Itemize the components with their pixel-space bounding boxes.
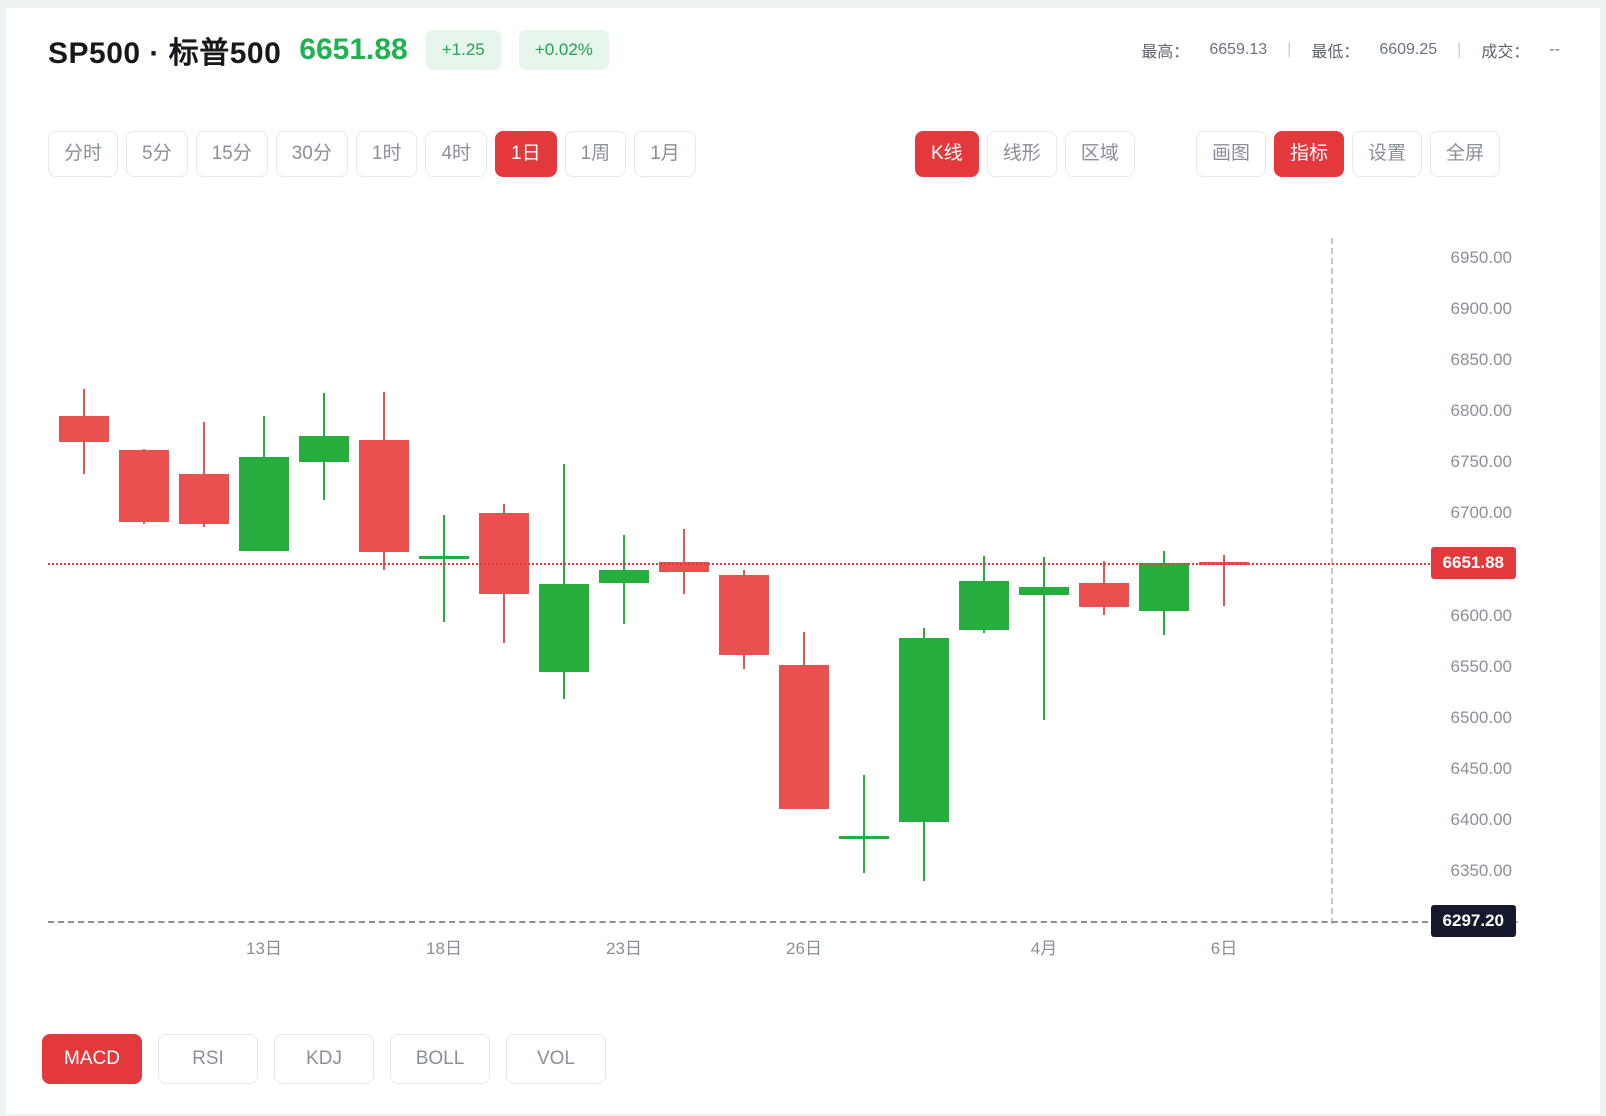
low-label: 最低： bbox=[1311, 44, 1360, 61]
page-title: SP500 · 标普500 bbox=[48, 37, 282, 70]
change-absolute-badge: +1.25 bbox=[425, 30, 501, 70]
y-axis-tick: 6800.00 bbox=[1450, 401, 1512, 421]
x-axis-labels: 13日 18日 23日 26日 4月 6日 bbox=[48, 934, 1337, 974]
candle-body bbox=[359, 439, 409, 553]
x-axis-tick: 6日 bbox=[1210, 939, 1238, 958]
candle-body bbox=[239, 457, 289, 552]
candle-body bbox=[179, 473, 229, 524]
candle-body bbox=[659, 562, 709, 572]
candle-body bbox=[539, 583, 589, 672]
period-button-1日[interactable]: 1日 bbox=[495, 131, 557, 177]
current-price-line bbox=[48, 562, 1438, 565]
candle-body bbox=[479, 513, 529, 595]
volume-value: -- bbox=[1549, 41, 1560, 58]
title-group: SP500 · 标普500 6651.88 +1.25 +0.02% bbox=[48, 28, 609, 72]
period-button-15分[interactable]: 15分 bbox=[195, 131, 268, 177]
header-stats: 最高： 6659.13 | 最低： 6609.25 | 成交： -- bbox=[1141, 38, 1560, 62]
chart-tool-button-全屏[interactable]: 全屏 bbox=[1430, 131, 1501, 177]
y-axis-labels: 6950.00 6900.00 6850.00 6800.00 6750.00 6700.… bbox=[1346, 204, 1600, 924]
candle-wick bbox=[1043, 557, 1045, 720]
range-low-badge: 6297.20 bbox=[1430, 905, 1516, 937]
indicator-button-VOL[interactable]: VOL bbox=[506, 1034, 606, 1084]
candle-wick bbox=[443, 515, 445, 622]
period-button-1周[interactable]: 1周 bbox=[564, 131, 627, 177]
candle-wick bbox=[803, 631, 805, 686]
y-axis-tick: 6450.00 bbox=[1450, 758, 1512, 778]
y-axis-tick: 6700.00 bbox=[1450, 503, 1512, 523]
candle-body bbox=[959, 580, 1009, 630]
chart-style-button-区域[interactable]: 区域 bbox=[1064, 131, 1135, 177]
candle-body bbox=[839, 836, 889, 840]
candlestick-plot[interactable] bbox=[48, 204, 1337, 924]
candle-wick bbox=[863, 774, 865, 874]
period-button-1月[interactable]: 1月 bbox=[634, 131, 696, 177]
current-price-badge: 6651.88 bbox=[1430, 546, 1516, 579]
period-button-分时[interactable]: 分时 bbox=[48, 131, 119, 177]
candle-body bbox=[1019, 586, 1069, 596]
change-percent-badge: +0.02% bbox=[518, 30, 609, 70]
candle-body bbox=[899, 638, 949, 822]
x-axis-tick: 18日 bbox=[426, 939, 462, 958]
low-value: 6609.25 bbox=[1379, 41, 1438, 58]
y-axis-tick: 6900.00 bbox=[1450, 299, 1512, 319]
stat-separator-1: | bbox=[1287, 41, 1292, 58]
last-price: 6651.88 bbox=[299, 33, 408, 66]
high-value: 6659.13 bbox=[1209, 41, 1268, 58]
period-button-1时[interactable]: 1时 bbox=[355, 131, 418, 177]
chart-style-button-K线[interactable]: K线 bbox=[915, 131, 979, 177]
chart-style-button-线形[interactable]: 线形 bbox=[986, 131, 1057, 177]
indicator-button-RSI[interactable]: RSI bbox=[158, 1034, 258, 1084]
indicator-button-group: MACD RSI KDJ BOLL VOL bbox=[42, 1034, 606, 1084]
y-axis-tick: 6950.00 bbox=[1450, 248, 1512, 267]
right-axis-divider bbox=[1331, 238, 1333, 924]
y-axis-tick: 6500.00 bbox=[1450, 707, 1512, 727]
volume-label: 成交： bbox=[1481, 44, 1530, 61]
chart-style-button-group: K线 线形 区域 bbox=[915, 131, 1135, 177]
candle-body bbox=[419, 556, 469, 560]
candle-body bbox=[1139, 563, 1189, 612]
x-axis-tick: 26日 bbox=[786, 939, 822, 958]
high-label: 最高： bbox=[1141, 44, 1190, 61]
y-axis-tick: 6750.00 bbox=[1450, 452, 1512, 472]
candle-wick bbox=[1223, 555, 1225, 607]
toolbar: 分时 5分 15分 30分 1时 4时 1日 1周 1月 K线 线形 区域 画图 指标 设置 全屏 bbox=[6, 131, 1600, 197]
chart-tool-button-指标[interactable]: 指标 bbox=[1274, 131, 1345, 177]
y-axis-tick: 6400.00 bbox=[1450, 809, 1512, 829]
period-button-30分[interactable]: 30分 bbox=[275, 131, 348, 177]
period-button-4时[interactable]: 4时 bbox=[425, 131, 488, 177]
header: SP500 · 标普500 6651.88 +1.25 +0.02% 最高： 6… bbox=[6, 8, 1600, 96]
indicator-button-BOLL[interactable]: BOLL bbox=[390, 1034, 490, 1084]
candle-wick bbox=[683, 528, 685, 595]
chart-tool-button-设置[interactable]: 设置 bbox=[1352, 131, 1423, 177]
candle-body bbox=[1079, 582, 1129, 608]
candle-body bbox=[59, 416, 109, 442]
y-axis-tick: 6600.00 bbox=[1450, 605, 1512, 625]
candle-body bbox=[599, 569, 649, 583]
stat-separator-2: | bbox=[1457, 41, 1462, 58]
y-axis-tick: 6550.00 bbox=[1450, 656, 1512, 676]
candle-body bbox=[119, 450, 169, 522]
chart-tools-button-group: 画图 指标 设置 全屏 bbox=[1196, 131, 1501, 177]
chart-page: SP500 · 标普500 6651.88 +1.25 +0.02% 最高： 6… bbox=[6, 8, 1600, 1114]
y-axis-tick: 6850.00 bbox=[1450, 350, 1512, 370]
chart-tool-button-画图[interactable]: 画图 bbox=[1196, 131, 1267, 177]
range-low-line bbox=[48, 921, 1438, 923]
x-axis-tick: 23日 bbox=[606, 939, 642, 958]
period-button-group: 分时 5分 15分 30分 1时 4时 1日 1周 1月 bbox=[48, 131, 696, 177]
candle-wick bbox=[563, 464, 565, 700]
candle-body bbox=[299, 435, 349, 463]
x-axis-tick: 13日 bbox=[246, 939, 282, 958]
y-axis-tick: 6350.00 bbox=[1450, 861, 1512, 880]
candle-body bbox=[719, 574, 769, 656]
indicator-button-KDJ[interactable]: KDJ bbox=[274, 1034, 374, 1084]
x-axis-tick: 4月 bbox=[1030, 939, 1058, 958]
candle-body bbox=[779, 664, 829, 809]
period-button-5分[interactable]: 5分 bbox=[126, 131, 188, 177]
indicator-button-MACD[interactable]: MACD bbox=[42, 1034, 142, 1084]
chart-area[interactable]: 6950.00 6900.00 6850.00 6800.00 6750.00 6700.… bbox=[6, 204, 1600, 994]
